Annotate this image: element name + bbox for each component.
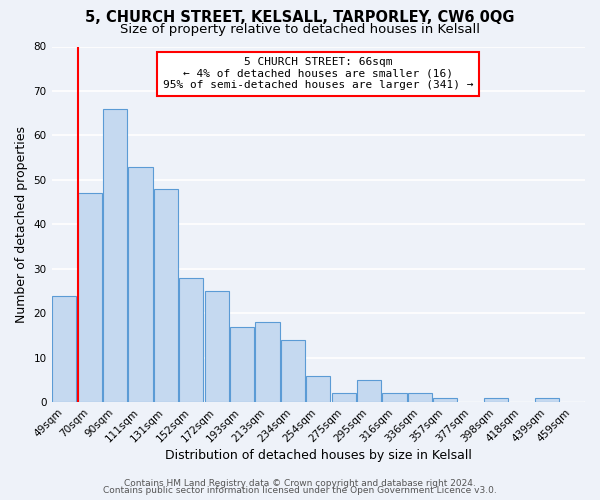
Bar [433, 398, 457, 402]
Text: Contains public sector information licensed under the Open Government Licence v3: Contains public sector information licen… [103, 486, 497, 495]
Bar [154, 189, 178, 402]
Text: 5, CHURCH STREET, KELSALL, TARPORLEY, CW6 0QG: 5, CHURCH STREET, KELSALL, TARPORLEY, CW… [85, 10, 515, 25]
Text: 5 CHURCH STREET: 66sqm
← 4% of detached houses are smaller (16)
95% of semi-deta: 5 CHURCH STREET: 66sqm ← 4% of detached … [163, 57, 473, 90]
Bar [408, 394, 432, 402]
Bar [52, 296, 76, 402]
Bar [256, 322, 280, 402]
Bar [306, 376, 331, 402]
Bar [332, 394, 356, 402]
Bar [357, 380, 381, 402]
Bar [128, 166, 152, 402]
Bar [484, 398, 508, 402]
Y-axis label: Number of detached properties: Number of detached properties [15, 126, 28, 323]
Bar [179, 278, 203, 402]
Bar [535, 398, 559, 402]
Bar [77, 193, 102, 402]
Bar [103, 109, 127, 402]
Bar [230, 326, 254, 402]
Text: Contains HM Land Registry data © Crown copyright and database right 2024.: Contains HM Land Registry data © Crown c… [124, 478, 476, 488]
X-axis label: Distribution of detached houses by size in Kelsall: Distribution of detached houses by size … [165, 450, 472, 462]
Text: Size of property relative to detached houses in Kelsall: Size of property relative to detached ho… [120, 22, 480, 36]
Bar [281, 340, 305, 402]
Bar [205, 291, 229, 402]
Bar [382, 394, 407, 402]
